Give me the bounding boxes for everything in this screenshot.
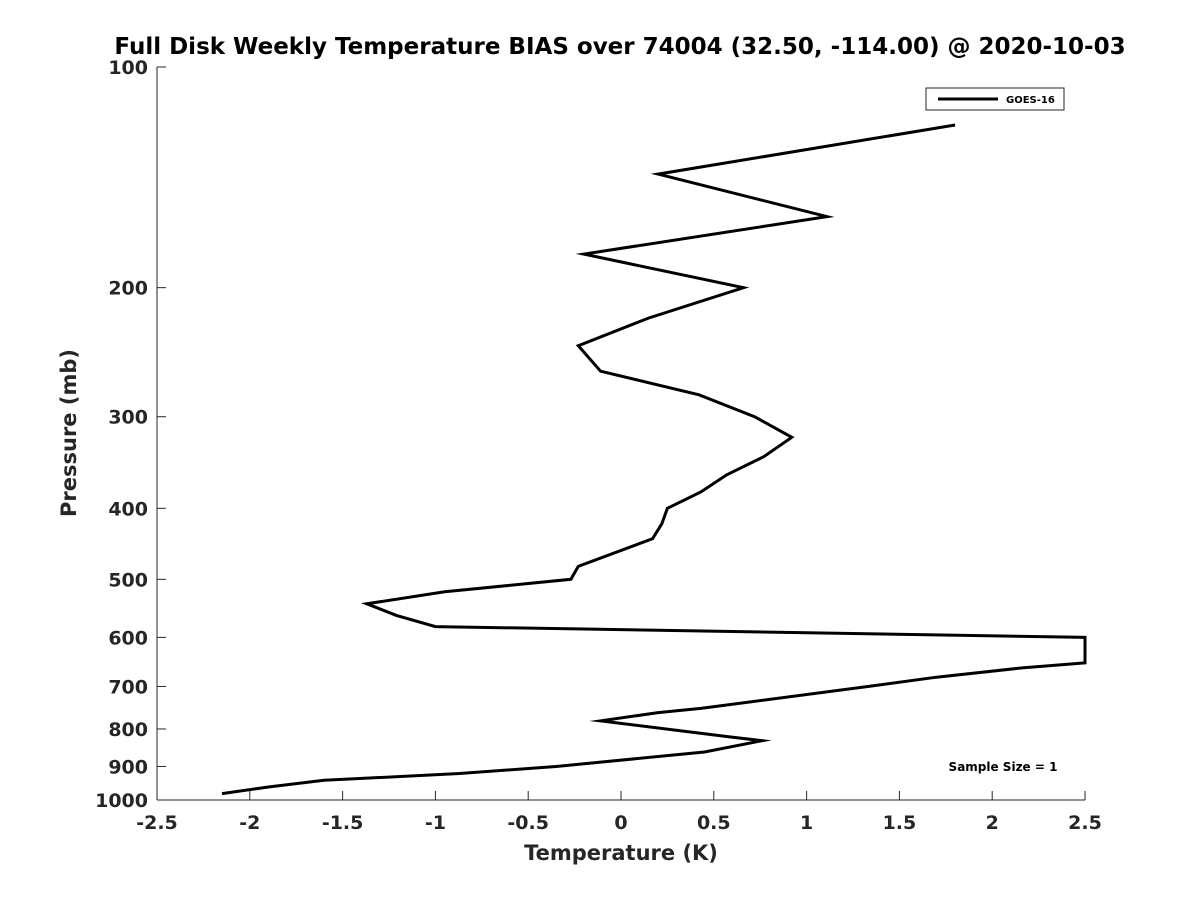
x-axis-ticks: -2.5 -2 -1.5 -1 -0.5 0 0.5 1 1.5 2 2.5	[136, 791, 1102, 834]
x-tick-label: -2	[239, 812, 260, 834]
x-tick-label: 1	[800, 812, 813, 834]
x-tick-label: 0.5	[697, 812, 731, 834]
x-tick-label: 0	[614, 812, 627, 834]
y-tick-label: 700	[108, 676, 148, 698]
legend-label-goes-16: GOES-16	[1006, 95, 1055, 106]
y-axis-label: Pressure (mb)	[57, 349, 81, 517]
x-tick-label: -1	[425, 812, 446, 834]
series-line-goes-16	[221, 123, 1087, 796]
y-axis-ticks: 100 200 300 400 500 600 700 800 900 1000	[95, 57, 166, 812]
y-tick-label: 300	[108, 407, 148, 429]
legend: GOES-16	[925, 87, 1065, 111]
y-tick-label: 400	[108, 498, 148, 520]
sample-size-annotation: Sample Size = 1	[949, 760, 1058, 774]
x-tick-label: -2.5	[136, 812, 178, 834]
plot-area	[156, 67, 1085, 801]
x-tick-label: -1.5	[322, 812, 364, 834]
x-axis-label: Temperature (K)	[524, 841, 718, 865]
y-tick-label: 900	[108, 756, 148, 778]
y-tick-label: 600	[108, 627, 148, 649]
y-tick-label: 800	[108, 719, 148, 741]
y-tick-label: 1000	[95, 790, 148, 812]
y-tick-label: 100	[108, 57, 148, 79]
x-tick-label: 2	[986, 812, 999, 834]
chart-title: Full Disk Weekly Temperature BIAS over 7…	[114, 34, 1125, 60]
y-tick-label: 200	[108, 278, 148, 300]
series-layer	[221, 123, 1087, 796]
y-tick-label: 500	[108, 569, 148, 591]
x-tick-label: 1.5	[883, 812, 917, 834]
x-tick-label: 2.5	[1068, 812, 1102, 834]
x-tick-label: -0.5	[507, 812, 549, 834]
